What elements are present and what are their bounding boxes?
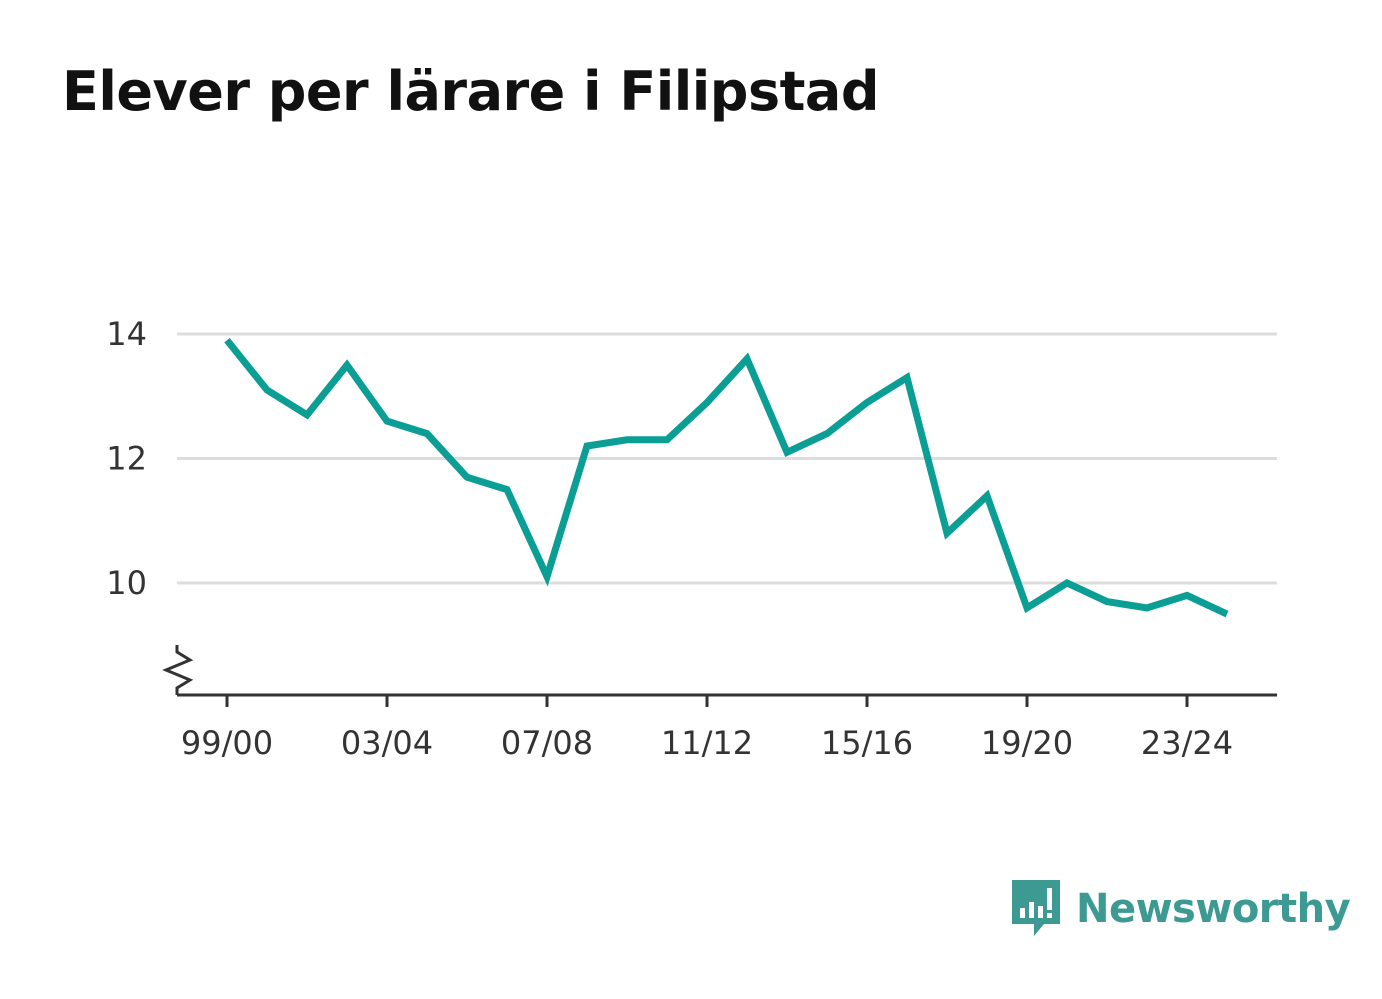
axis-break-icon [162, 645, 194, 695]
page-title: Elever per lärare i Filipstad [62, 60, 880, 123]
y-tick-label: 10 [106, 564, 147, 602]
brand-name: Newsworthy [1076, 886, 1351, 932]
x-tick-label: 03/04 [341, 724, 433, 762]
x-tick-label: 11/12 [661, 724, 753, 762]
y-axis-ticks: 10 12 14 [106, 315, 147, 602]
x-tick-label: 23/24 [1141, 724, 1233, 762]
y-tick-label: 14 [106, 315, 147, 353]
x-tick-label: 15/16 [821, 724, 913, 762]
grid-lines [177, 332, 1277, 585]
x-tick-label: 07/08 [501, 724, 593, 762]
y-tick-label: 12 [106, 439, 147, 477]
series-line [224, 338, 1229, 618]
newsworthy-bar-chart-icon [1012, 880, 1060, 936]
x-axis-ticks: 99/00 03/04 07/08 11/12 15/16 19/20 23/24 [181, 695, 1233, 762]
x-tick-label: 99/00 [181, 724, 273, 762]
newsworthy-logo: Newsworthy [1010, 878, 1351, 940]
x-tick-label: 19/20 [981, 724, 1073, 762]
